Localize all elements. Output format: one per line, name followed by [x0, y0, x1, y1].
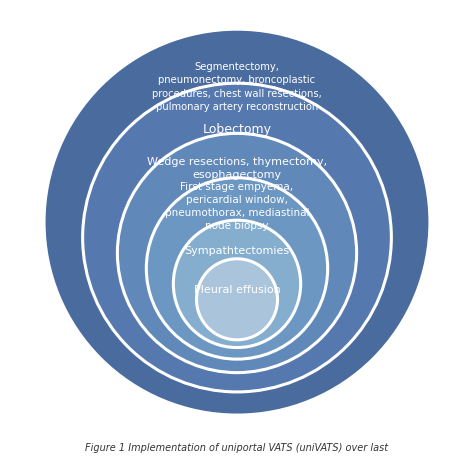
- Circle shape: [197, 259, 277, 340]
- Text: First stage empyema,
pericardial window,
pneumothorax, mediastinal
node biopsy: First stage empyema, pericardial window,…: [165, 182, 309, 231]
- Circle shape: [118, 133, 356, 373]
- Text: Figure 1 Implementation of uniportal VATS (uniVATS) over last: Figure 1 Implementation of uniportal VAT…: [85, 443, 389, 453]
- Text: Lobectomy: Lobectomy: [202, 123, 272, 136]
- Text: Sympathtectomies: Sympathtectomies: [184, 246, 290, 256]
- Text: Segmentectomy,
pneumonectomy, broncoplastic
procedures, chest wall resections,
p: Segmentectomy, pneumonectomy, broncoplas…: [152, 62, 322, 112]
- Circle shape: [173, 220, 301, 348]
- Circle shape: [44, 29, 430, 415]
- Text: Wedge resections, thymectomy,
esophagectomy: Wedge resections, thymectomy, esophagect…: [147, 157, 327, 180]
- Text: Pleural effusion: Pleural effusion: [193, 285, 281, 294]
- Circle shape: [146, 178, 328, 359]
- Circle shape: [82, 83, 392, 392]
